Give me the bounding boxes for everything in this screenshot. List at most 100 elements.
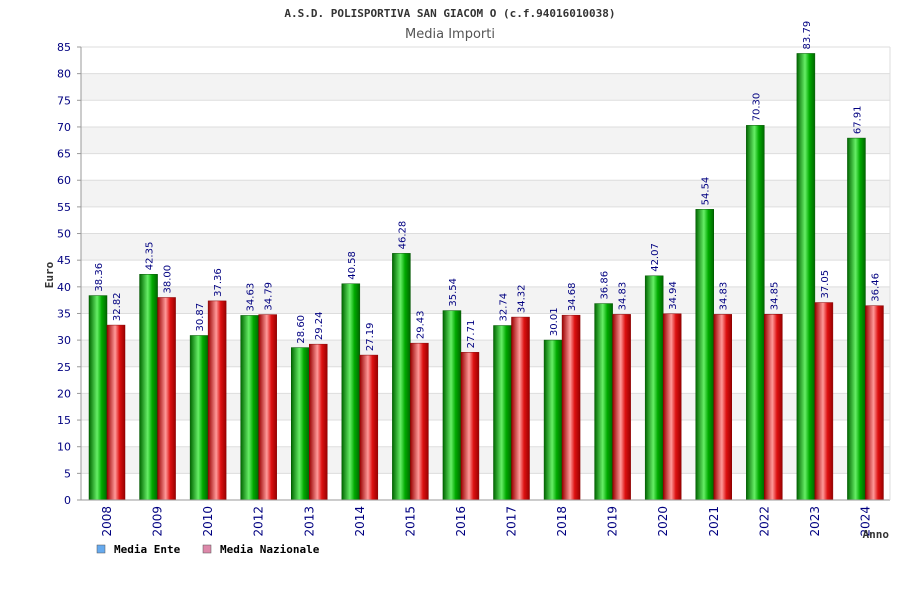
data-label: 42.07 [650,243,661,272]
y-tick-label: 70 [57,121,71,134]
x-tick-label: 2017 [505,506,519,537]
bar-media-nazionale [662,313,682,501]
legend-swatch-media-nazionale [202,544,212,554]
bar-media-nazionale [612,314,631,501]
y-tick-label: 25 [57,361,71,374]
y-tick-label: 75 [57,94,71,107]
bar-media-nazionale [814,302,834,501]
x-tick-label: 2013 [302,506,316,537]
grid-band [81,233,890,261]
data-label: 36.86 [600,271,611,300]
y-tick-label: 15 [57,414,71,427]
x-tick-label: 2024 [858,506,872,537]
grid-band [81,73,890,101]
data-label: 35.54 [448,278,459,307]
grid-band [81,206,890,234]
x-tick-label: 2016 [454,506,468,537]
data-label: 38.36 [94,263,105,292]
bar-media-nazionale [157,297,176,501]
data-label: 37.36 [213,268,224,297]
y-tick-label: 65 [57,148,71,161]
y-tick-label: 45 [57,254,71,267]
chart-title: A.S.D. POLISPORTIVA SAN GIACOM O (c.f.94… [284,7,615,20]
x-tick-label: 2015 [403,506,417,537]
bar-media-ente [695,209,714,501]
x-tick-label: 2010 [201,506,215,537]
legend-swatch-media-ente [96,544,106,554]
y-axis-label: Euro [43,261,56,288]
data-label: 30.01 [549,307,560,336]
y-tick-label: 80 [57,68,71,81]
bar-media-ente [189,335,209,501]
bar-media-nazionale [106,324,126,501]
y-tick-label: 40 [57,281,71,294]
data-label: 30.87 [195,303,206,332]
x-tick-label: 2022 [757,506,771,537]
data-label: 27.19 [365,322,376,351]
x-tick-label: 2014 [353,506,367,537]
x-tick-label: 2021 [707,506,721,537]
data-label: 32.74 [499,293,510,322]
data-label: 36.46 [870,273,881,302]
y-tick-label: 10 [57,441,71,454]
legend: Media Ente Media Nazionale [96,543,320,556]
y-tick-label: 20 [57,387,71,400]
legend-label-media-ente: Media Ente [114,543,181,556]
grid-band [81,180,890,207]
data-label: 54.54 [701,177,712,206]
bar-media-ente [493,325,512,501]
x-tick-label: 2019 [606,506,620,537]
data-label: 27.71 [466,320,477,349]
data-label: 29.43 [415,311,426,340]
grid-band [81,47,890,74]
x-tick-label: 2009 [151,506,165,537]
bar-media-ente [139,274,158,501]
bar-media-nazionale [309,343,328,501]
bar-media-nazionale [410,342,429,501]
data-label: 34.79 [264,282,275,311]
bar-media-nazionale [764,314,783,501]
x-tick-label: 2023 [808,506,822,537]
bar-media-ente [847,137,866,501]
grid-band [81,100,890,127]
legend-label-media-nazionale: Media Nazionale [220,543,320,556]
bar-media-nazionale [258,314,277,501]
bar-media-nazionale [511,316,530,501]
data-label: 34.32 [517,284,528,313]
axes: 0 5 10 15 20 25 30 35 40 45 50 55 60 65 70 75 80 85 2008 20… [57,41,891,537]
x-tick-label: 2020 [656,506,670,537]
data-label: 34.83 [719,282,730,311]
value-labels: 38.36 32.82 42.35 38.00 30.87 37.36 34.63 34.79… [94,21,881,351]
bar-media-ente [392,253,411,501]
data-label: 37.05 [820,270,831,299]
data-label: 34.63 [246,283,257,312]
data-label: 34.83 [618,282,629,311]
bar-media-ente [594,303,613,501]
bar-media-ente [543,339,563,501]
x-axis-label: Anno [863,528,890,541]
data-label: 34.85 [769,282,780,311]
data-label: 34.68 [567,283,578,312]
bar-media-ente [88,295,108,501]
data-label: 46.28 [397,221,408,250]
data-label: 83.79 [802,21,813,50]
data-label: 28.60 [296,315,307,344]
y-tick-label: 35 [57,307,71,320]
x-tick-label: 2018 [555,506,569,537]
y-tick-label: 50 [57,228,71,241]
grid-band [81,126,890,154]
y-tick-label: 5 [64,467,71,480]
x-tick-label: 2008 [100,506,114,537]
y-tick-label: 0 [64,494,71,507]
bar-media-nazionale [460,352,480,501]
x-tick-label: 2012 [252,506,266,537]
bar-media-nazionale [207,300,227,501]
y-tick-label: 30 [57,334,71,347]
bar-media-ente [341,283,361,501]
bar-media-ente [240,315,259,501]
bar-media-nazionale [713,314,732,501]
data-label: 38.00 [163,265,174,294]
y-tick-label: 60 [57,174,71,187]
